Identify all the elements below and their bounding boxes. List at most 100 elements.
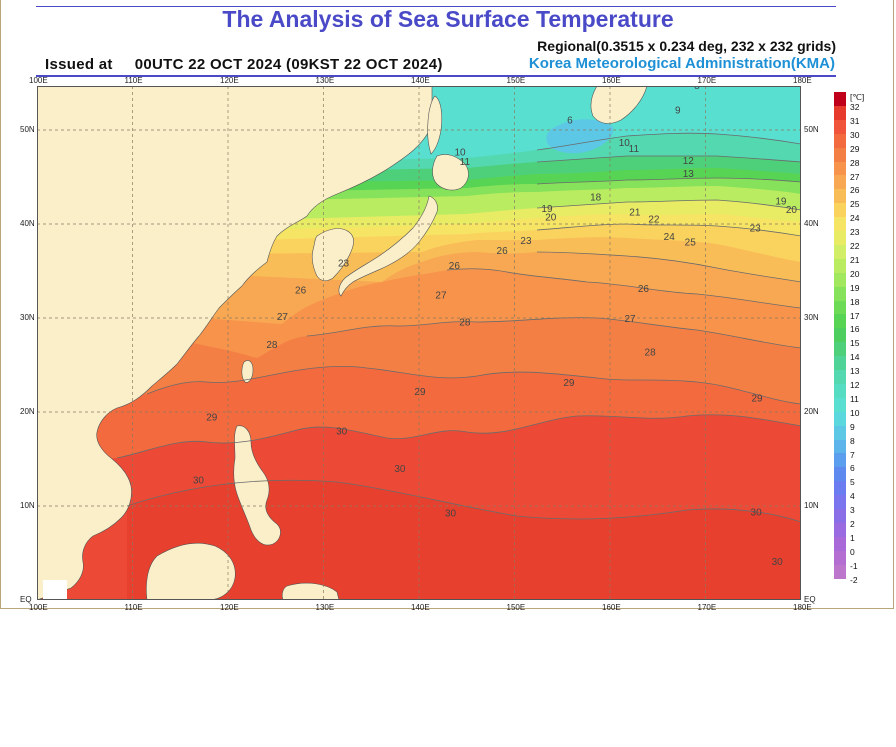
lon-tick-label: 160E: [602, 76, 621, 85]
contour-label: 27: [624, 314, 636, 325]
lat-tick-label: 20N: [804, 407, 819, 417]
legend-swatch: [834, 439, 846, 454]
philippines: [233, 425, 281, 546]
legend-swatch: [834, 328, 846, 343]
contour-label: 10: [619, 138, 631, 149]
contour-label: 30: [772, 557, 784, 568]
issued-line: Issued at 00UTC 22 OCT 2024 (09KST 22 OCT…: [45, 56, 443, 73]
legend-swatch: [834, 147, 846, 162]
contour-label: 30: [336, 427, 348, 438]
contour-label: 22: [648, 214, 660, 225]
legend-label: 13: [850, 366, 860, 377]
new-guinea: [281, 582, 340, 600]
figure-frame: [0, 0, 894, 609]
contour-label: 28: [266, 340, 278, 351]
grid-resolution: Regional(0.3515 x 0.234 deg, 232 x 232 g…: [537, 38, 836, 54]
sakhalin: [427, 95, 443, 155]
japan-hokkaido: [432, 154, 469, 191]
issued-label: Issued at: [45, 56, 113, 73]
legend-swatch: [834, 258, 846, 273]
contour-label: 30: [445, 508, 457, 519]
legend-swatch: [834, 453, 846, 468]
legend-swatch: [834, 105, 846, 120]
legend-label: 2: [850, 519, 855, 529]
legend-label: 4: [850, 491, 855, 502]
contour-label: 19: [541, 204, 553, 215]
title-rule: [36, 6, 836, 7]
issued-time: 00UTC 22 OCT 2024 (09KST 22 OCT 2024): [134, 56, 443, 73]
legend-label: 6: [850, 463, 855, 474]
missing-data: [43, 580, 67, 600]
legend-unit: [℃]: [850, 92, 865, 102]
contour-label: 19: [775, 196, 787, 207]
lat-tick-label: EQ: [804, 595, 816, 604]
legend-label: 20: [850, 268, 860, 279]
lon-tick-label: 130E: [315, 76, 335, 85]
contour-label: 26: [638, 284, 650, 295]
legend-label: 30: [850, 129, 860, 140]
contour-label: 20: [786, 205, 798, 216]
lon-tick-label: 180E: [793, 603, 812, 612]
legend-label: 0: [850, 546, 855, 557]
contour-label: 11: [629, 144, 640, 155]
contour-label: 29: [563, 378, 575, 389]
contour-label: 30: [751, 507, 763, 518]
band-8: [546, 119, 613, 154]
legend-label: 31: [850, 115, 860, 126]
legend-swatch: [834, 286, 846, 301]
lat-tick-label: 30N: [804, 313, 819, 323]
contour-label: 26: [497, 246, 509, 257]
contour-label: 25: [685, 238, 697, 249]
legend-swatch: [834, 370, 846, 384]
legend-swatch: [834, 383, 846, 398]
legend-label: 7: [850, 449, 855, 460]
lon-tick-label: 150E: [506, 603, 526, 612]
contour-label: 23: [520, 236, 532, 247]
contour-label: 8: [694, 86, 700, 92]
legend-label: 8: [850, 435, 855, 446]
legend-label: 16: [850, 324, 860, 335]
legend-label: 26: [850, 185, 860, 196]
legend-swatch: [834, 550, 846, 565]
contour-label: 12: [683, 156, 695, 167]
legend-swatch: [834, 467, 846, 482]
legend-label: 17: [850, 310, 860, 321]
legend-label: 19: [850, 282, 860, 293]
legend-label: 27: [850, 171, 860, 182]
contour-label: 30: [394, 464, 406, 475]
lon-tick-label: 110E: [124, 603, 143, 612]
lon-tick-label: 120E: [220, 76, 239, 85]
lon-tick-label: 100E: [29, 603, 48, 612]
contour-label: 13: [683, 169, 695, 180]
legend-swatch: [834, 119, 846, 134]
legend-swatch: [834, 161, 846, 176]
contour-label: 28: [645, 348, 657, 359]
legend-label: 11: [850, 393, 859, 404]
legend-swatch: [834, 509, 846, 523]
contour-label: 29: [414, 387, 426, 398]
legend-label: 25: [850, 199, 860, 210]
lon-tick-label: 130E: [315, 603, 335, 612]
legend-swatch: [834, 92, 846, 106]
legend-swatch: [834, 564, 846, 579]
korean-peninsula: [311, 228, 354, 282]
lat-tick-label: 30N: [20, 313, 35, 323]
contour-label: 6: [567, 116, 573, 127]
lon-tick-label: 100E: [29, 76, 48, 85]
legend-label: 32: [850, 102, 860, 112]
page-title: The Analysis of Sea Surface Temperature: [222, 6, 674, 32]
borneo: [146, 543, 236, 600]
legend-label: 23: [850, 227, 860, 238]
contour-label: 27: [435, 290, 447, 301]
contour-label: 30: [193, 475, 205, 486]
legend-swatch: [834, 522, 846, 537]
contour-label: 26: [295, 286, 307, 297]
lon-tick-label: 150E: [506, 76, 526, 85]
lat-tick-label: EQ: [20, 595, 32, 604]
contour-label: 11: [460, 157, 471, 168]
legend-label: 24: [850, 213, 860, 224]
legend-label: 29: [850, 143, 860, 154]
legend-swatch: [834, 217, 846, 232]
